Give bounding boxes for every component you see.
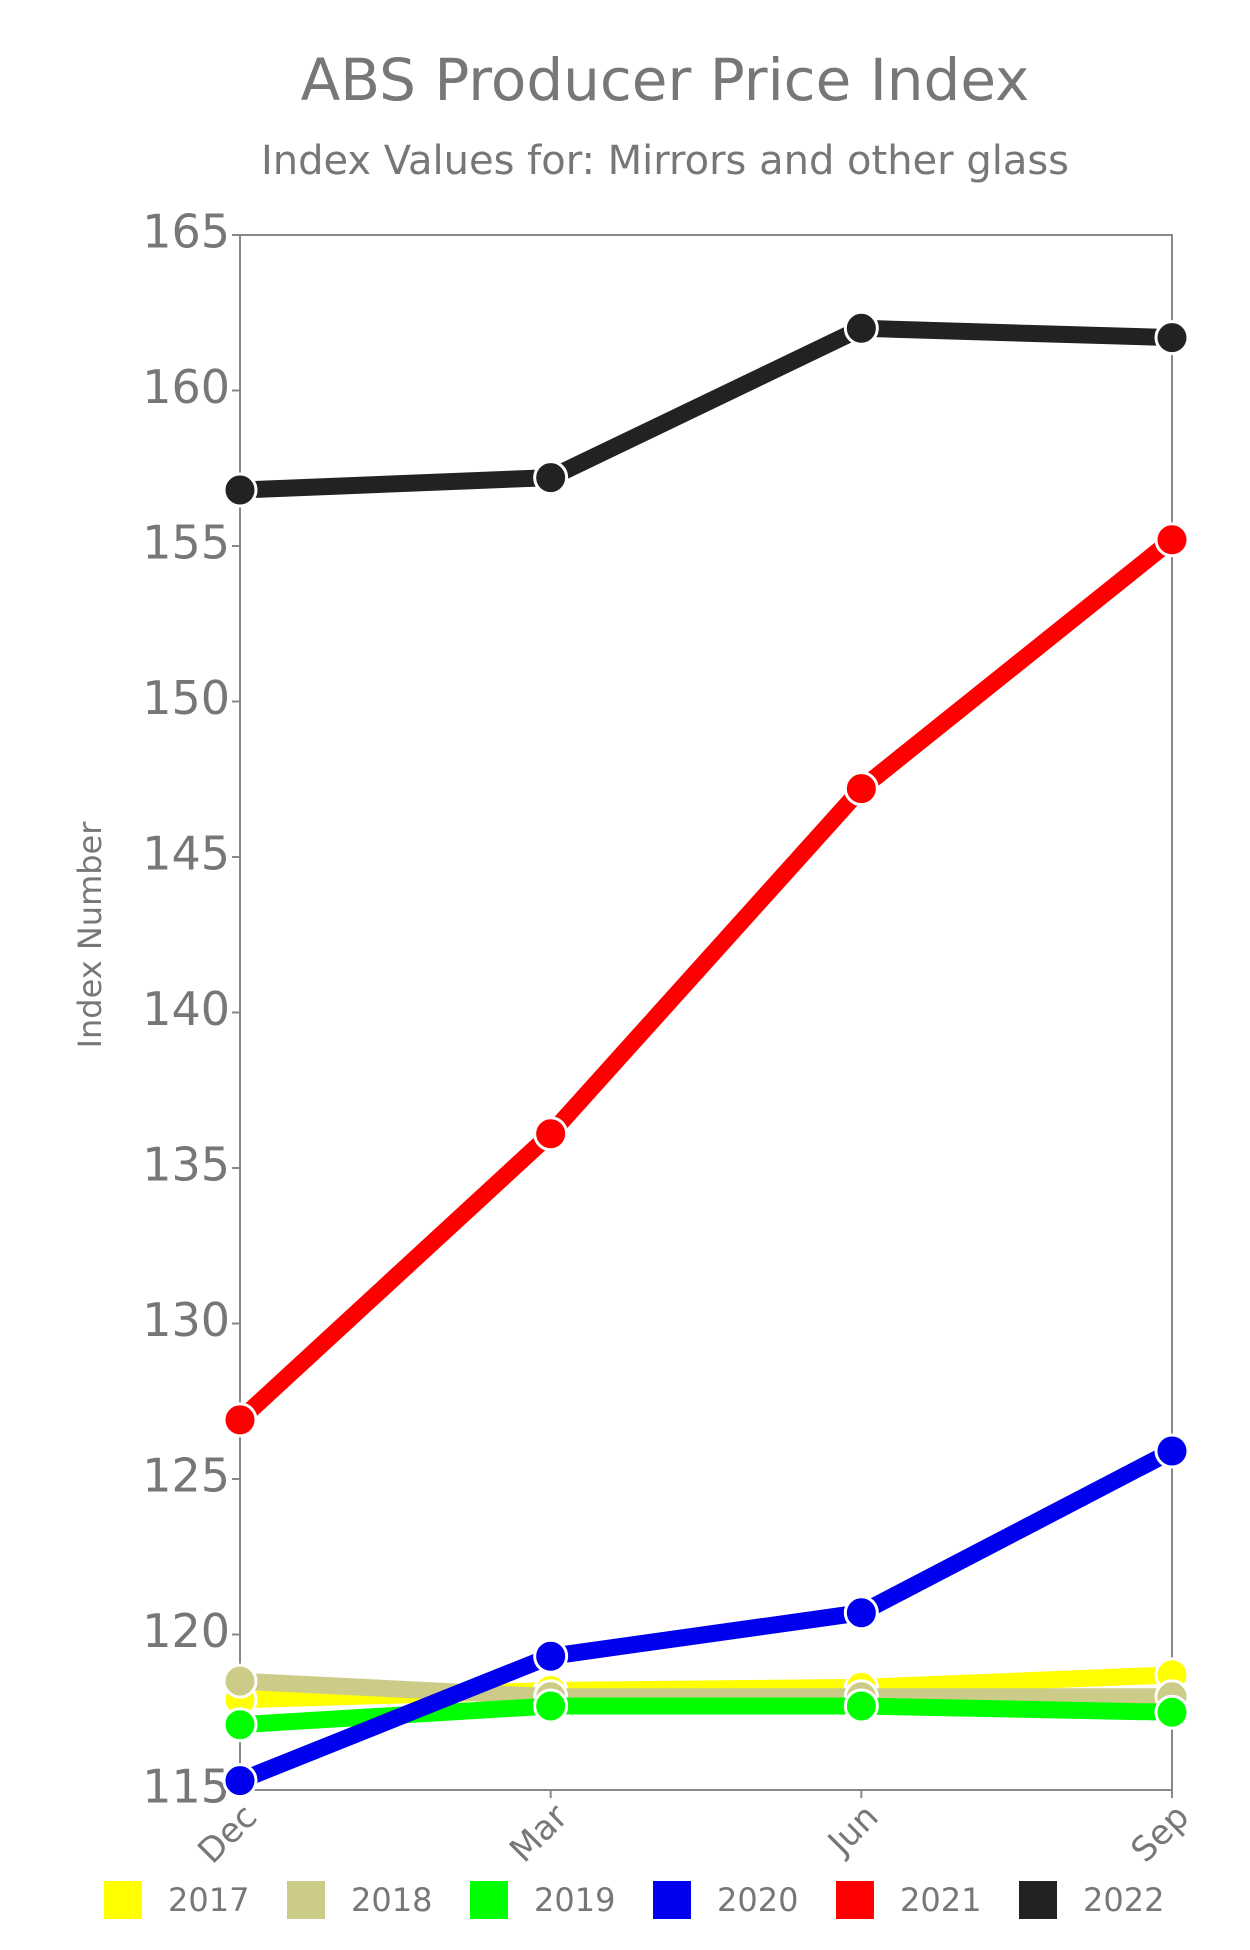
series-line [234, 533, 1178, 1427]
legend-swatch [836, 1881, 874, 1919]
data-point [222, 1402, 258, 1438]
x-tick-label: Mar [502, 1797, 576, 1871]
x-tick-label: Jun [819, 1797, 886, 1864]
data-point [222, 1763, 258, 1799]
data-point [222, 1663, 258, 1699]
series-line [239, 1672, 1172, 1706]
data-point [1154, 522, 1190, 558]
data-point [843, 771, 879, 807]
legend-swatch [287, 1881, 325, 1919]
data-point [843, 1595, 879, 1631]
series-line [236, 1443, 1176, 1789]
data-point [1154, 1694, 1190, 1730]
legend-swatch [1019, 1881, 1057, 1919]
legend-swatch [104, 1881, 142, 1919]
legend-swatch [653, 1881, 691, 1919]
legend-label: 2017 [168, 1881, 249, 1919]
data-point [533, 1688, 569, 1724]
legend-label: 2019 [534, 1881, 615, 1919]
y-tick-label: 165 [142, 205, 230, 259]
legend-swatch [470, 1881, 508, 1919]
y-tick-label: 140 [142, 982, 230, 1036]
legend-label: 2020 [717, 1881, 798, 1919]
y-tick-label: 125 [142, 1449, 230, 1503]
plot-frame [239, 234, 1173, 1791]
legend-label: 2021 [900, 1881, 981, 1919]
chart-subtitle: Index Values for: Mirrors and other glas… [261, 138, 1069, 184]
data-point [222, 1707, 258, 1743]
y-tick-label: 145 [142, 827, 230, 881]
y-tick-label: 115 [142, 1760, 230, 1814]
y-tick-label: 135 [142, 1138, 230, 1192]
legend-label: 2022 [1083, 1881, 1164, 1919]
y-tick-label: 150 [142, 671, 230, 725]
data-point [533, 1638, 569, 1674]
series-line [239, 319, 1173, 499]
data-point [533, 460, 569, 496]
legend-label: 2018 [351, 1881, 432, 1919]
y-tick-label: 160 [142, 360, 230, 414]
y-tick-label: 155 [142, 516, 230, 570]
data-point [843, 1688, 879, 1724]
data-point [1154, 320, 1190, 356]
chart-title: ABS Producer Price Index [301, 46, 1030, 114]
x-tick-label: Sep [1123, 1797, 1197, 1871]
y-tick-label: 130 [142, 1293, 230, 1347]
y-axis-label: Index Number [71, 821, 109, 1049]
data-point [1154, 1433, 1190, 1469]
data-point [222, 472, 258, 508]
data-point [843, 310, 879, 346]
y-tick-label: 120 [142, 1604, 230, 1658]
data-point [533, 1116, 569, 1152]
